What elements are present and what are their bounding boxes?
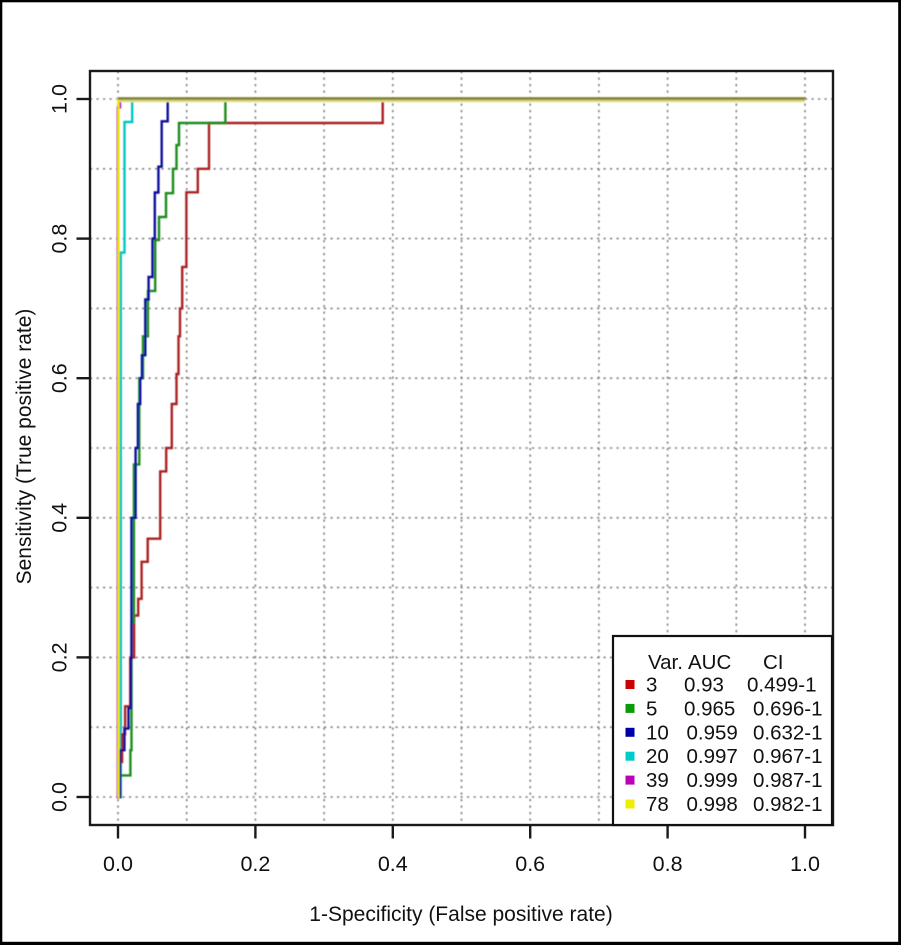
svg-text:0.2: 0.2 <box>240 852 270 876</box>
svg-text:20: 20 <box>646 745 669 768</box>
svg-text:AUC: AUC <box>688 651 731 674</box>
svg-text:1.0: 1.0 <box>48 84 72 114</box>
svg-text:1-Specificity (False positive: 1-Specificity (False positive rate) <box>309 903 612 926</box>
svg-text:CI: CI <box>763 651 784 674</box>
svg-text:0.632-1: 0.632-1 <box>753 721 823 744</box>
svg-text:5: 5 <box>646 697 657 720</box>
svg-text:0.4: 0.4 <box>48 503 72 533</box>
svg-text:0.8: 0.8 <box>48 224 72 254</box>
svg-text:0.967-1: 0.967-1 <box>753 745 823 768</box>
svg-text:Var.: Var. <box>648 651 683 674</box>
svg-text:0.93: 0.93 <box>684 674 724 697</box>
svg-text:10: 10 <box>646 721 669 744</box>
svg-text:0.0: 0.0 <box>103 852 133 876</box>
svg-text:78: 78 <box>646 793 669 816</box>
svg-text:0.0: 0.0 <box>48 782 72 812</box>
svg-text:0.2: 0.2 <box>48 642 72 672</box>
svg-text:39: 39 <box>646 769 669 792</box>
svg-text:1.0: 1.0 <box>790 852 820 876</box>
svg-text:0.999: 0.999 <box>687 769 738 792</box>
svg-text:3: 3 <box>646 674 657 697</box>
svg-text:0.6: 0.6 <box>515 852 545 876</box>
svg-text:0.4: 0.4 <box>378 852 408 876</box>
svg-text:0.8: 0.8 <box>653 852 683 876</box>
svg-text:0.959: 0.959 <box>687 721 738 744</box>
svg-text:0.998: 0.998 <box>687 793 738 816</box>
svg-text:0.982-1: 0.982-1 <box>753 793 823 816</box>
svg-text:Sensitivity (True positive rat: Sensitivity (True positive rate) <box>13 309 36 585</box>
svg-text:0.965: 0.965 <box>684 697 735 720</box>
svg-text:0.696-1: 0.696-1 <box>753 697 823 720</box>
svg-text:0.499-1: 0.499-1 <box>747 674 817 697</box>
svg-text:0.6: 0.6 <box>48 363 72 393</box>
svg-text:0.997: 0.997 <box>687 745 738 768</box>
svg-text:0.987-1: 0.987-1 <box>753 769 823 792</box>
